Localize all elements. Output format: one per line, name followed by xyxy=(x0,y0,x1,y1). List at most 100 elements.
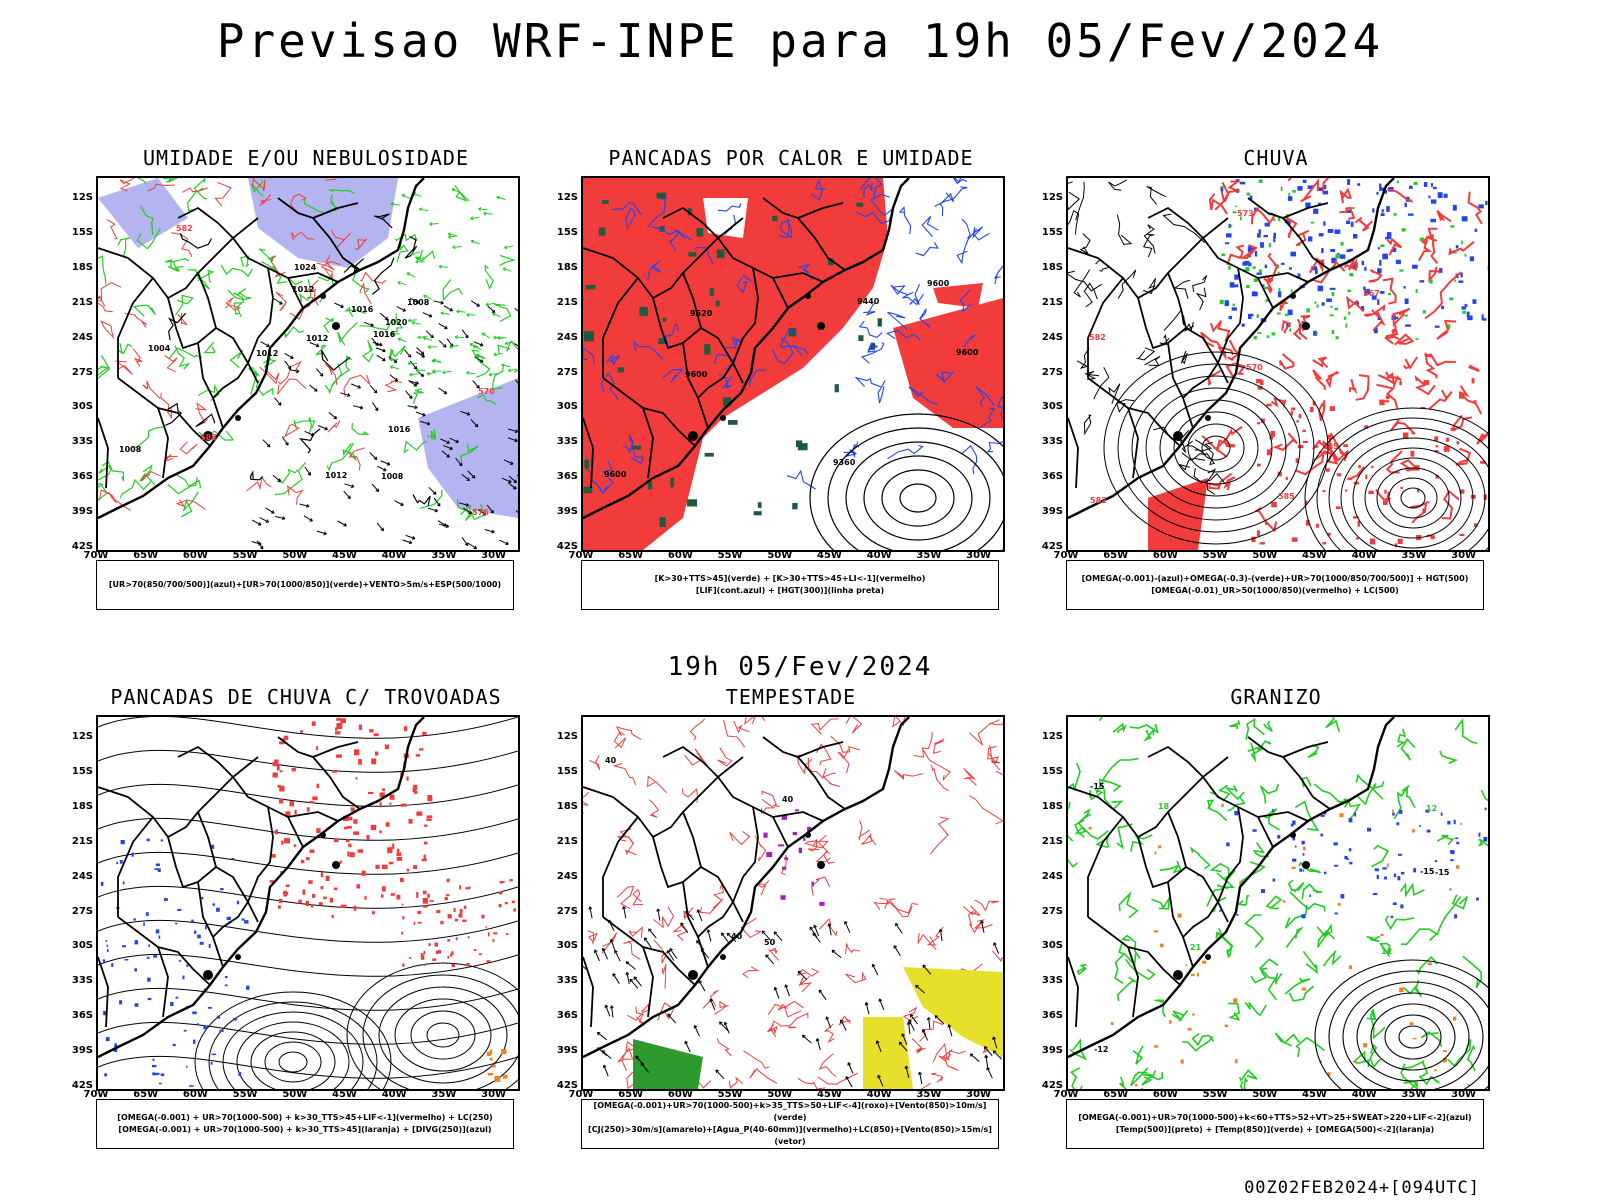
lat-tick-label: 24S xyxy=(71,870,93,882)
lat-tick-label: 39S xyxy=(556,1045,578,1057)
lat-tick-label: 30S xyxy=(1041,940,1063,952)
contour-label: 1004 xyxy=(148,344,171,353)
legend-box: [OMEGA(-0.001)-(azul)+OMEGA(-0.3)-(verde… xyxy=(1066,560,1484,610)
lon-tick-label: 60W xyxy=(182,1089,208,1100)
contour-label: 570 xyxy=(1246,363,1263,372)
legend-line: [K>30+TTS>45](verde) + [K>30+TTS>45+LI<-… xyxy=(654,574,926,583)
lat-tick-label: 30S xyxy=(556,401,578,413)
lon-tick-label: 50W xyxy=(282,1089,308,1100)
contour-label: 1020 xyxy=(385,318,408,327)
map-graphic xyxy=(98,717,518,1089)
contour-label: 9600 xyxy=(604,470,627,479)
legend-box: [UR>70(850/700/500)](azul)+[UR>70(1000/8… xyxy=(96,560,514,610)
forecast-map: 40 40 50 40 xyxy=(581,715,1005,1091)
lon-tick-label: 60W xyxy=(1152,1089,1178,1100)
contour-label: 1024 xyxy=(294,263,317,272)
lat-tick-label: 12S xyxy=(1041,192,1063,203)
legend-line: [OMEGA(-0.001)-(azul)+OMEGA(-0.3)-(verde… xyxy=(1081,574,1469,583)
lon-tick-label: 70W xyxy=(1053,550,1079,561)
contour-label: 570 xyxy=(478,387,495,396)
lon-tick-label: 60W xyxy=(1152,550,1178,561)
panel-title: TEMPESTADE xyxy=(725,685,857,709)
lat-tick-label: 33S xyxy=(556,975,578,987)
contour-label: 1012 xyxy=(306,334,328,343)
lat-tick-label: 33S xyxy=(1041,975,1063,987)
contour-label: 1016 xyxy=(373,330,396,339)
lat-tick-label: 33S xyxy=(556,436,578,448)
lat-tick-label: 42S xyxy=(556,1080,578,1091)
lon-tick-label: 40W xyxy=(381,1089,407,1100)
lon-tick-label: 30W xyxy=(1451,550,1477,561)
contour-label: 40 xyxy=(731,932,743,941)
lon-tick-label: 55W xyxy=(232,1089,258,1100)
contour-label: 9520 xyxy=(690,309,713,318)
lon-tick-label: 50W xyxy=(767,550,793,561)
legend-box: [K>30+TTS>45](verde) + [K>30+TTS>45+LI<-… xyxy=(581,560,999,610)
forecast-time-subtitle: 19h 05/Fev/2024 xyxy=(667,652,933,682)
lat-tick-label: 21S xyxy=(1041,835,1063,847)
lon-tick-label: 70W xyxy=(83,1089,109,1100)
lat-tick-label: 27S xyxy=(71,905,93,917)
contour-label: 585 xyxy=(1322,442,1339,451)
lon-tick-label: 50W xyxy=(282,550,308,561)
contour-label: 1008 xyxy=(407,298,430,307)
contour-label: 9600 xyxy=(685,370,708,379)
panel-title: PANCADAS POR CALOR E UMIDADE xyxy=(608,146,974,170)
run-timestamp: 00Z02FEB2024+[094UTC] xyxy=(1244,1178,1480,1198)
lat-tick-label: 39S xyxy=(71,506,93,518)
contour-label: 12 xyxy=(1381,947,1392,956)
legend-line: [OMEGA(-0.001)+UR>70(1000-500)+k<60+TTS>… xyxy=(1078,1113,1472,1122)
legend-line: [CJ(250)>30m/s](amarelo)+[Agua_P(40-60mm… xyxy=(588,1125,992,1146)
lon-tick-label: 35W xyxy=(1401,1089,1427,1100)
contour-label: 588 xyxy=(200,433,217,442)
lon-tick-label: 70W xyxy=(1053,1089,1079,1100)
lon-tick-label: 45W xyxy=(817,1089,842,1100)
contour-label: 1012 xyxy=(325,471,347,480)
map-graphic: 582 585 573 570 567 585 582 xyxy=(1068,178,1488,550)
lat-tick-label: 15S xyxy=(556,765,578,777)
lon-tick-label: 65W xyxy=(133,550,159,561)
lat-tick-label: 30S xyxy=(71,940,93,952)
lat-tick-label: 39S xyxy=(556,506,578,518)
lon-tick-label: 65W xyxy=(618,1089,644,1100)
forecast-map xyxy=(96,715,520,1091)
lon-tick-label: 70W xyxy=(568,1089,594,1100)
lon-tick-label: 30W xyxy=(966,550,992,561)
legend-line: [Temp(500)](preto) + [Temp(850)](verde) … xyxy=(1115,1125,1435,1134)
map-graphic: 40 40 50 40 xyxy=(583,717,1003,1089)
contour-label: 1016 xyxy=(351,305,374,314)
lat-tick-label: 21S xyxy=(1041,296,1063,308)
contour-label: 567 xyxy=(1363,289,1380,298)
contour-label: 18 xyxy=(1158,802,1170,811)
forecast-map: 1008 1008 1012 1012 1016 1016 1012 1008 1012 1016… xyxy=(96,176,520,552)
lon-tick-label: 40W xyxy=(866,1089,892,1100)
lat-tick-label: 18S xyxy=(1041,261,1063,273)
contour-label: 21 xyxy=(1190,943,1202,952)
lat-tick-label: 36S xyxy=(71,471,93,483)
contour-label: -15 xyxy=(1420,867,1435,876)
lat-tick-label: 15S xyxy=(1041,765,1063,777)
lat-tick-label: 27S xyxy=(1041,905,1063,917)
lat-tick-label: 30S xyxy=(1041,401,1063,413)
lat-tick-label: 39S xyxy=(71,1045,93,1057)
lon-tick-label: 30W xyxy=(481,550,507,561)
lat-tick-label: 39S xyxy=(1041,1045,1063,1057)
lat-tick-label: 42S xyxy=(71,1080,93,1091)
lon-tick-label: 45W xyxy=(1302,550,1327,561)
lat-tick-label: 36S xyxy=(71,1010,93,1022)
lat-tick-label: 42S xyxy=(1041,541,1063,552)
legend-line: [OMEGA(-0.01)_UR>50(1000/850)(vermelho) … xyxy=(1151,586,1399,595)
lon-tick-label: 55W xyxy=(1202,550,1228,561)
contour-label: 9440 xyxy=(857,297,880,306)
lat-tick-label: 21S xyxy=(71,296,93,308)
lon-tick-label: 55W xyxy=(717,550,743,561)
lon-tick-label: 50W xyxy=(1252,550,1278,561)
lat-tick-label: 36S xyxy=(1041,1010,1063,1022)
lat-tick-label: 18S xyxy=(1041,800,1063,812)
lon-tick-label: 40W xyxy=(1351,550,1377,561)
contour-label: 50 xyxy=(764,938,776,947)
lat-tick-label: 15S xyxy=(556,226,578,238)
lat-tick-label: 42S xyxy=(71,541,93,552)
lat-tick-label: 24S xyxy=(556,870,578,882)
lat-tick-label: 15S xyxy=(71,765,93,777)
